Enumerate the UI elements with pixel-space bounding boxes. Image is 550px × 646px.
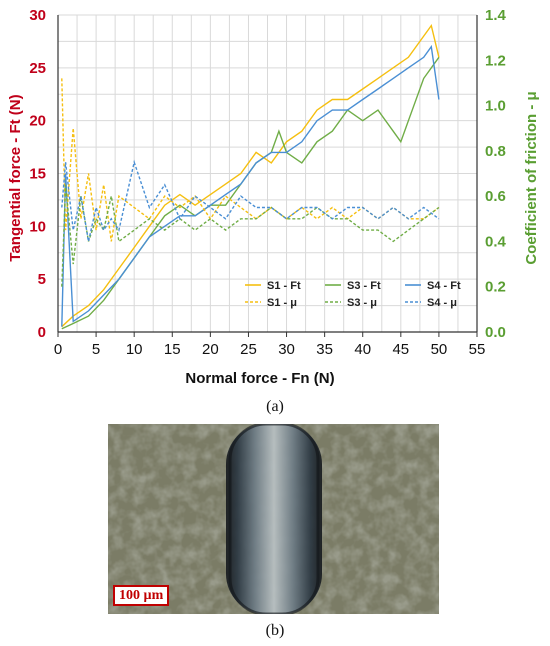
y-right-tick-label: 1.4	[485, 7, 507, 24]
x-tick-label: 35	[316, 341, 333, 358]
friction-chart: 0 5 10 15 20 25 30 35 40 45 50 55 0 5 10 15 20 25 30 0.0 0.2…	[7, 7, 540, 387]
y-left-tick-label: 10	[29, 218, 46, 235]
x-tick-label: 55	[469, 341, 486, 358]
x-tick-label: 20	[202, 341, 219, 358]
legend-label: S3 - Ft	[347, 280, 381, 292]
y-right-tick-label: 0.8	[485, 143, 506, 160]
y-right-tick-label: 0.4	[485, 233, 507, 250]
y-right-tick-label: 1.2	[485, 52, 506, 69]
legend-label: S4 - Ft	[427, 280, 461, 292]
legend-label: S1 - Ft	[267, 280, 301, 292]
y-axis-left-title: Tangential force - Ft (N)	[7, 94, 24, 261]
series-line-3	[61, 78, 440, 242]
y-left-tick-label: 0	[38, 324, 46, 341]
chart-axes	[57, 15, 478, 337]
x-tick-label: 40	[354, 341, 371, 358]
x-tick-label: 30	[278, 341, 295, 358]
caption-b: (b)	[265, 622, 285, 639]
series-line-2	[61, 44, 440, 327]
y-right-tick-label: 0.2	[485, 279, 506, 296]
scratch-track-image	[108, 424, 439, 614]
legend-label: S1 - μ	[267, 297, 297, 309]
x-tick-label: 0	[54, 341, 62, 358]
caption-a: (a)	[266, 398, 284, 415]
x-tick-label: 10	[126, 341, 143, 358]
chart-legend: S1 - Ft S3 - Ft S4 - Ft S1 - μ S3 - μ S4 - μ	[245, 280, 461, 309]
series-line-1	[61, 56, 440, 330]
y-right-tick-label: 1.0	[485, 98, 506, 115]
chart-series	[61, 23, 440, 330]
x-tick-label: 45	[392, 341, 409, 358]
y-left-tick-label: 15	[29, 166, 46, 183]
x-tick-label: 25	[240, 341, 257, 358]
y-left-tick-label: 30	[29, 7, 46, 24]
x-tick-label: 15	[164, 341, 181, 358]
y-axis-right-title: Coefficient of friction - μ	[523, 91, 540, 264]
legend-label: S4 - μ	[427, 297, 457, 309]
series-line-4	[61, 184, 440, 287]
micrograph-image: 100 µm	[108, 424, 439, 614]
x-axis-title: Normal force - Fn (N)	[185, 370, 334, 387]
scale-bar: 100 µm	[113, 585, 170, 606]
y-left-tick-label: 20	[29, 113, 46, 130]
x-tick-label: 5	[92, 341, 100, 358]
y-left-tick-label: 5	[38, 271, 46, 288]
chart-ticks: 0 5 10 15 20 25 30 35 40 45 50 55 0 5 10 15 20 25 30 0.0 0.2…	[29, 7, 506, 358]
y-right-tick-label: 0.0	[485, 324, 506, 341]
y-right-tick-label: 0.6	[485, 188, 506, 205]
legend-label: S3 - μ	[347, 297, 377, 309]
y-left-tick-label: 25	[29, 60, 46, 77]
x-tick-label: 50	[431, 341, 448, 358]
series-line-0	[61, 23, 440, 328]
